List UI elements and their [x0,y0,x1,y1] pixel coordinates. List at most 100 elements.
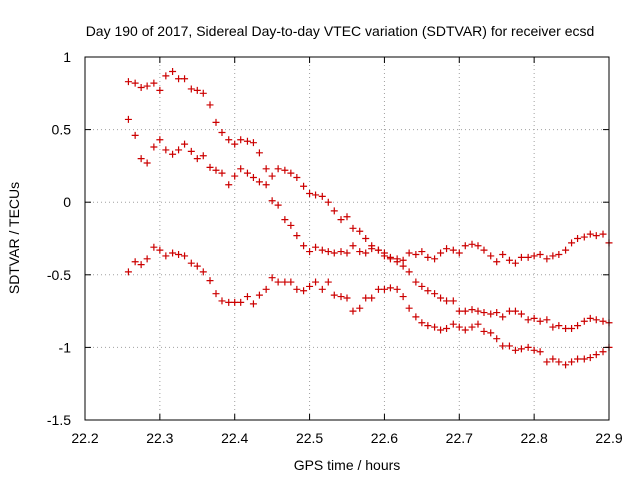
data-point [368,242,376,250]
data-point [449,246,457,254]
data-point [181,140,189,148]
data-point [511,307,519,315]
data-point [206,101,214,109]
data-point [399,262,407,270]
data-point [324,248,332,256]
data-points [124,68,613,369]
data-point [274,165,282,173]
data-point [131,258,139,266]
data-point [293,285,301,293]
data-point [487,252,495,260]
data-point [530,252,538,260]
data-point [175,146,183,154]
series-2 [124,115,613,333]
y-axis-label: SDTVAR / TECUs [6,182,22,294]
data-point [574,235,582,242]
data-point [424,287,432,295]
data-point [274,201,282,209]
data-point [574,322,582,330]
data-point [449,320,457,328]
data-point [368,294,376,302]
data-point [511,259,519,267]
data-point [281,166,289,174]
data-point [455,323,463,331]
data-point [318,285,326,293]
data-point [505,256,513,264]
data-point [562,361,570,369]
data-point [330,291,338,299]
data-point [449,297,457,305]
data-point [412,278,420,286]
data-point [312,278,320,286]
data-point [543,358,551,366]
data-point [493,258,501,266]
x-tick-label: 22.9 [595,430,622,446]
y-tick-label: -1 [59,339,72,355]
data-point [212,166,220,174]
chart-title: Day 190 of 2017, Sidereal Day-to-day VTE… [86,23,595,39]
data-point [156,136,164,144]
data-point [412,313,420,321]
x-tick-label: 22.5 [296,430,323,446]
series-3 [124,243,613,369]
data-point [218,169,226,177]
data-point [580,317,588,325]
data-point [362,294,370,302]
data-point [493,309,501,317]
data-point [374,246,382,254]
data-point [517,253,525,261]
data-point [586,314,594,322]
data-point [137,83,145,91]
data-point [218,297,226,305]
data-point [206,277,214,285]
data-point [443,245,451,253]
data-point [380,252,388,260]
data-point [343,249,351,257]
data-point [243,169,251,177]
data-point [524,316,532,324]
data-point [212,118,220,126]
data-point [156,86,164,94]
data-point [237,165,245,173]
data-point [362,235,370,242]
data-point [555,358,563,366]
data-point [318,192,326,200]
data-point [324,198,332,206]
data-point [386,284,394,292]
data-point [169,68,177,76]
data-point [461,307,469,315]
data-point [199,89,207,97]
data-point [599,230,607,238]
data-point [474,320,482,328]
data-point [599,348,607,356]
data-point [281,216,289,224]
data-point [468,323,476,331]
data-point [536,348,544,356]
data-point [405,268,413,276]
data-point [443,325,451,333]
data-point [231,172,239,180]
data-point [487,329,495,337]
data-point [412,250,420,258]
data-point [231,298,239,306]
data-point [349,242,357,250]
data-point [206,163,214,171]
data-point [193,155,201,163]
data-point [517,310,525,318]
data-point [393,285,401,293]
data-point [505,307,513,315]
x-tick-label: 22.2 [71,430,98,446]
data-point [312,191,320,199]
axis-ticks [84,56,610,421]
data-point [592,351,600,359]
data-point [131,131,139,139]
data-point [306,282,314,290]
data-point [499,342,507,350]
y-tick-label: 1 [63,49,71,65]
data-point [393,258,401,266]
y-tick-label: -0.5 [47,267,71,283]
data-point [524,253,532,261]
data-point [405,249,413,257]
data-point [300,287,308,295]
